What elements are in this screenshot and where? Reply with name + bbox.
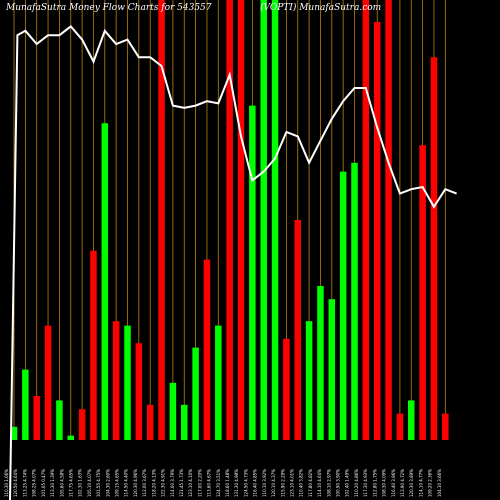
money-flow-bar <box>317 286 324 440</box>
price-line <box>9 25 457 500</box>
money-flow-bar <box>78 409 86 440</box>
x-tick-label: 118.20 4.13% <box>151 469 156 497</box>
x-tick-label: 117.80 4.82% <box>308 469 313 497</box>
money-flow-bar <box>67 435 74 440</box>
x-tick-label: 123.10 4.01% <box>289 469 294 497</box>
x-tick-label: 110.20 4.86% <box>354 469 359 497</box>
x-tick-label: 117.00 2.20% <box>197 469 202 497</box>
x-tick-label: 116.40 4.85% <box>253 469 258 497</box>
x-tick-label: 122.30 4.91% <box>161 469 166 497</box>
x-tick-label: 120.30 3.89% <box>409 469 414 497</box>
x-tick-label: 100.90 3.90% <box>336 469 341 497</box>
money-flow-bar <box>192 347 199 440</box>
x-tick-label: 113.60 4.67% <box>207 469 212 497</box>
x-tick-label: 114.10 4.64% <box>317 469 322 497</box>
money-flow-bar <box>430 57 438 440</box>
money-flow-bar <box>328 299 336 440</box>
money-flow-bar <box>215 325 222 440</box>
x-tick-label: 120.30 4.96% <box>133 469 138 497</box>
money-flow-bar <box>249 105 256 440</box>
money-flow-bar <box>362 0 370 440</box>
money-flow-bar <box>237 0 245 440</box>
x-tick-label: 123.10 4.10% <box>188 469 193 497</box>
money-flow-bar <box>10 426 18 440</box>
money-flow-bar <box>351 162 358 441</box>
x-tick-label: 109.15 4.65% <box>115 469 120 497</box>
x-tick-label: 110.10 3.92% <box>262 469 267 497</box>
x-tick-label: 112.00 3.67% <box>142 469 147 497</box>
x-tick-label: 120.10 4.37% <box>271 469 276 497</box>
price-line-group <box>9 25 457 500</box>
money-flow-bar <box>339 171 347 440</box>
x-tick-label: 121.45 1.73% <box>179 469 184 497</box>
x-tick-label: 105.60 4.58% <box>59 469 64 497</box>
x-tick-label: 114.50 4.40% <box>124 469 129 497</box>
money-flow-bar <box>158 0 165 440</box>
money-flow-bar <box>112 321 120 440</box>
x-tick-label: 113.90 4.72% <box>400 469 405 497</box>
money-flow-bar <box>181 404 188 440</box>
money-flow-bar <box>385 0 392 440</box>
x-tick-label: 114.10 4.77% <box>418 469 423 497</box>
x-tick-label: 108.30 4.09% <box>382 469 387 497</box>
x-tick-label: 120.50 4.64% <box>13 469 18 497</box>
money-flow-bar <box>33 396 40 440</box>
x-tick-label: 102.30 1.63% <box>78 469 83 497</box>
money-flow-bar <box>260 0 267 440</box>
x-tick-label: 113.25 4.74% <box>22 469 27 497</box>
money-flow-bar <box>56 400 63 440</box>
x-tick-label: 108.10 2.97% <box>326 469 331 497</box>
money-flow-bar <box>90 250 97 440</box>
x-axis-tick-labels: 110.30 1.06% 120.50 4.64% 113.25 4.74% 108.… <box>4 469 442 497</box>
money-flow-bar <box>294 220 301 440</box>
money-flow-bar <box>226 0 233 440</box>
money-flow-bar <box>442 413 449 440</box>
x-tick-label: 114.00 3.79% <box>170 469 175 497</box>
money-flow-bar <box>283 338 290 440</box>
x-tick-label: 102.40 1.49% <box>345 469 350 497</box>
chart-title: MunafaSutra Money Flow Charts for 543557 <box>5 3 212 13</box>
x-tick-label: 113.30 1.39% <box>50 469 55 497</box>
x-tick-label: 109.20 2.36% <box>428 469 433 497</box>
x-tick-label: 117.75 4.65% <box>68 469 73 497</box>
money-flow-bar <box>44 325 52 440</box>
x-tick-label: 117.30 4.93% <box>363 469 368 497</box>
x-tick-label: 104.10 3.66% <box>437 469 442 497</box>
x-tick-label: 124.70 3.51% <box>216 469 221 497</box>
money-flow-bar <box>124 325 131 440</box>
x-tick-label: 110.40 3.82% <box>299 469 304 497</box>
x-tick-label: 116.40 3.96% <box>391 469 396 497</box>
x-tick-label: 105.10 4.07% <box>87 469 92 497</box>
chart-source: (VOPTI) MunafaSutra.com <box>260 2 381 13</box>
x-tick-label: 101.55 4.75% <box>96 469 101 497</box>
x-tick-label: 115.90 2.29% <box>280 469 285 497</box>
x-tick-label: 101.05 0.47% <box>41 469 46 497</box>
money-flow-bar <box>305 321 313 440</box>
money-flow-bar <box>135 343 143 440</box>
money-flow-bars <box>10 0 449 441</box>
money-flow-bar <box>169 382 177 440</box>
x-tick-label: 118.60 1.48% <box>225 469 230 497</box>
x-tick-label: 124.50 4.73% <box>243 469 248 497</box>
money-flow-bar <box>396 413 404 440</box>
money-flow-bar <box>408 400 415 440</box>
x-tick-label: 110.30 1.06% <box>4 469 9 497</box>
money-flow-bar <box>271 0 279 440</box>
x-tick-label: 104.30 2.60% <box>105 469 110 497</box>
money-flow-bar <box>146 404 154 440</box>
money-flow-bar <box>419 145 426 440</box>
money-flow-bar <box>373 22 381 440</box>
x-tick-label: 108.25 4.07% <box>32 469 37 497</box>
money-flow-bar <box>101 123 109 440</box>
x-tick-label: 112.80 1.75% <box>372 469 377 497</box>
money-flow-bar <box>22 369 29 440</box>
x-tick-label: 131.30 4.98% <box>234 469 239 497</box>
money-flow-bar <box>203 259 211 440</box>
